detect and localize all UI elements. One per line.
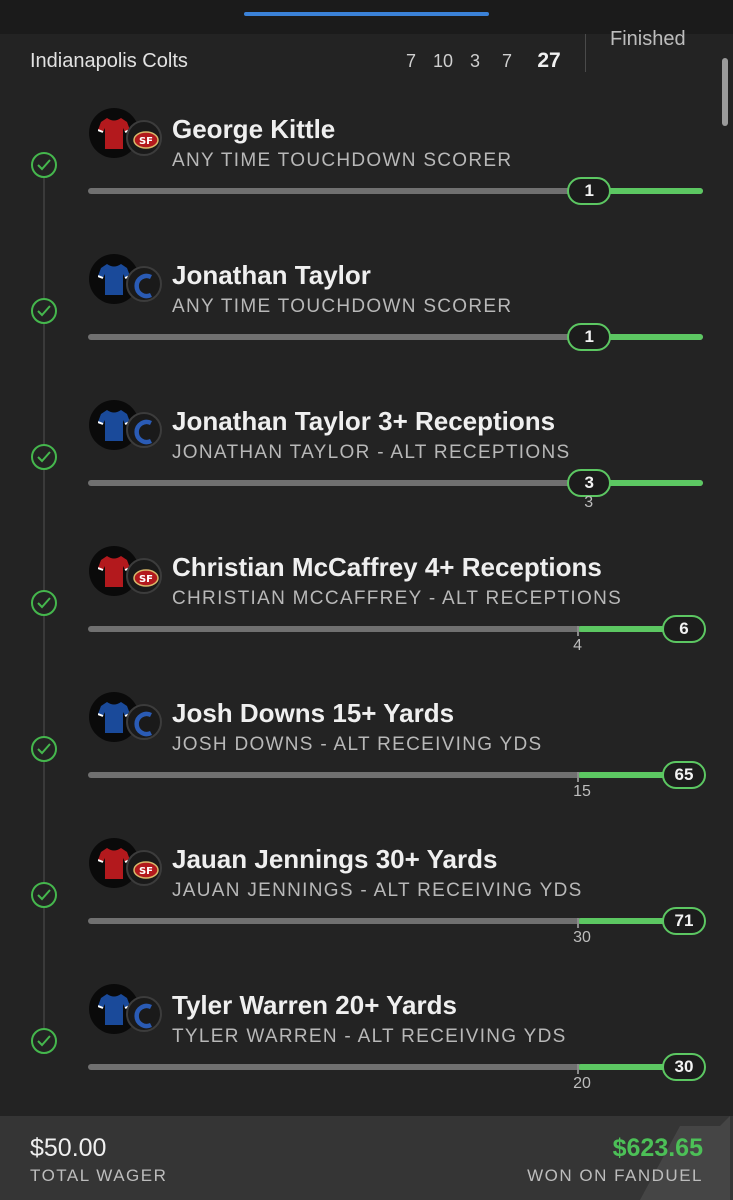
threshold-label: 20 — [573, 1075, 591, 1092]
won-label: WON ON FANDUEL — [527, 1166, 703, 1185]
parlay-leg[interactable]: Jonathan Taylor 3+ Receptions JONATHAN T… — [0, 398, 733, 544]
player-logo: SF — [89, 546, 163, 596]
niners-logo-icon: SF — [126, 120, 162, 156]
leg-subtitle: ANY TIME TOUCHDOWN SCORER — [172, 150, 513, 171]
game-score-row: Indianapolis Colts 7 10 3 7 27 Finished — [0, 28, 733, 94]
bet-summary-footer: $50.00 TOTAL WAGER $623.65 WON ON FANDUE… — [0, 1116, 733, 1200]
progress-track — [88, 334, 703, 340]
sheet-header — [0, 0, 733, 34]
svg-text:SF: SF — [139, 574, 153, 585]
svg-text:SF: SF — [139, 866, 153, 877]
parlay-leg[interactable]: Tyler Warren 20+ Yards TYLER WARREN - AL… — [0, 982, 733, 1128]
check-icon — [31, 590, 57, 616]
quarter-2-score: 10 — [432, 51, 454, 71]
game-status: Finished — [610, 28, 686, 50]
player-logo — [89, 984, 163, 1034]
progress-track — [88, 480, 703, 486]
threshold-label: 15 — [573, 783, 591, 800]
leg-subtitle: JAUAN JENNINGS - ALT RECEIVING YDS — [172, 880, 583, 901]
current-value-pill: 1 — [567, 323, 612, 351]
progress-fill — [578, 772, 703, 778]
current-value-pill: 3 — [567, 469, 612, 497]
parlay-leg[interactable]: SF George Kittle ANY TIME TOUCHDOWN SCOR… — [0, 106, 733, 252]
total-wager-amount: $50.00 — [30, 1134, 107, 1162]
leg-subtitle: JOSH DOWNS - ALT RECEIVING YDS — [172, 734, 543, 755]
won-amount: $623.65 — [612, 1134, 703, 1162]
current-value-pill: 30 — [662, 1053, 706, 1081]
player-logo — [89, 692, 163, 742]
current-value-pill: 1 — [567, 177, 612, 205]
total-score: 27 — [537, 49, 561, 72]
leg-subtitle: ANY TIME TOUCHDOWN SCORER — [172, 296, 513, 317]
threshold-label: 30 — [573, 929, 591, 946]
threshold-marker — [577, 626, 580, 636]
score-divider — [585, 34, 586, 72]
check-icon — [31, 882, 57, 908]
leg-title: Josh Downs 15+ Yards — [172, 698, 455, 728]
current-value-pill: 71 — [662, 907, 706, 935]
quarter-1-score: 7 — [405, 51, 416, 71]
player-logo — [89, 254, 163, 304]
progress-track — [88, 626, 703, 632]
progress-fill — [578, 626, 703, 632]
check-icon — [31, 736, 57, 762]
check-icon — [31, 444, 57, 470]
player-logo: SF — [89, 108, 163, 158]
progress-fill — [589, 480, 703, 486]
current-value-pill: 6 — [662, 615, 706, 643]
leg-subtitle: TYLER WARREN - ALT RECEIVING YDS — [172, 1026, 567, 1047]
niners-logo-icon: SF — [126, 850, 162, 886]
parlay-leg[interactable]: SF Jauan Jennings 30+ Yards JAUAN JENNIN… — [0, 836, 733, 982]
progress-fill — [578, 918, 703, 924]
quarter-4-score: 7 — [501, 51, 512, 71]
check-icon — [31, 298, 57, 324]
current-value-pill: 65 — [662, 761, 706, 789]
player-logo: SF — [89, 838, 163, 888]
progress-track — [88, 188, 703, 194]
leg-title: Tyler Warren 20+ Yards — [172, 990, 457, 1020]
player-logo — [89, 400, 163, 450]
scrollbar[interactable] — [722, 58, 728, 126]
total-wager-label: TOTAL WAGER — [30, 1166, 168, 1185]
quarter-3-score: 3 — [469, 51, 480, 71]
progress-fill — [589, 188, 703, 194]
leg-title: Christian McCaffrey 4+ Receptions — [172, 552, 602, 582]
progress-fill — [589, 334, 703, 340]
leg-title: Jauan Jennings 30+ Yards — [172, 844, 498, 874]
leg-title: George Kittle — [172, 114, 336, 144]
niners-logo-icon: SF — [126, 558, 162, 594]
progress-fill — [578, 1064, 703, 1070]
threshold-marker — [577, 1064, 580, 1074]
colts-logo-icon — [126, 996, 162, 1032]
progress-track — [88, 918, 703, 924]
svg-text:SF: SF — [139, 136, 153, 147]
threshold-label: 3 — [584, 494, 594, 511]
check-icon — [31, 152, 57, 178]
colts-logo-icon — [126, 704, 162, 740]
progress-track — [88, 1064, 703, 1070]
progress-track — [88, 772, 703, 778]
colts-logo-icon — [126, 412, 162, 448]
threshold-marker — [577, 772, 580, 782]
parlay-leg[interactable]: Jonathan Taylor ANY TIME TOUCHDOWN SCORE… — [0, 252, 733, 398]
leg-subtitle: JONATHAN TAYLOR - ALT RECEPTIONS — [172, 442, 571, 463]
check-icon — [31, 1028, 57, 1054]
parlay-leg[interactable]: Josh Downs 15+ Yards JOSH DOWNS - ALT RE… — [0, 690, 733, 836]
threshold-label: 4 — [573, 637, 583, 654]
colts-logo-icon — [126, 266, 162, 302]
parlay-leg[interactable]: SF Christian McCaffrey 4+ Receptions CHR… — [0, 544, 733, 690]
leg-subtitle: CHRISTIAN MCCAFFREY - ALT RECEPTIONS — [172, 588, 623, 609]
leg-title: Jonathan Taylor — [172, 260, 371, 290]
threshold-marker — [577, 918, 580, 928]
team-name: Indianapolis Colts — [30, 50, 188, 72]
fanduel-watermark-icon — [640, 1116, 730, 1200]
drag-handle[interactable] — [244, 12, 489, 16]
leg-title: Jonathan Taylor 3+ Receptions — [172, 406, 556, 436]
